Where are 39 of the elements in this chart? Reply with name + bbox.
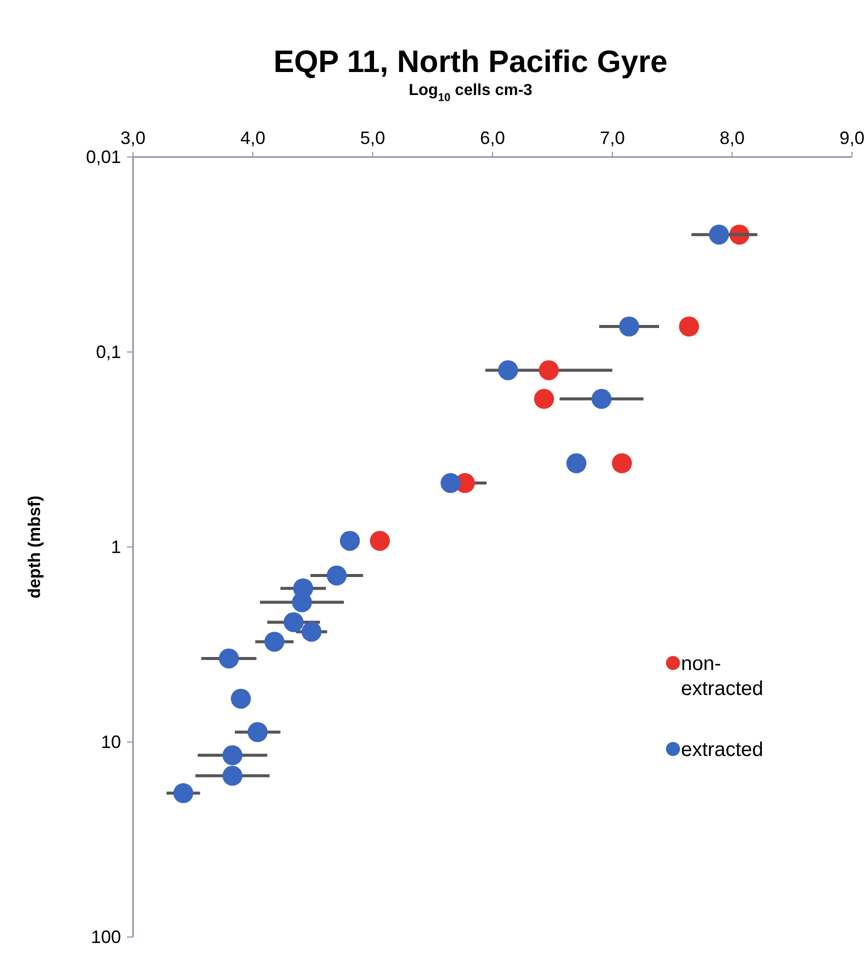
point bbox=[440, 473, 461, 494]
y-tick-label: 0,1 bbox=[96, 342, 121, 362]
point bbox=[173, 783, 194, 804]
point bbox=[284, 612, 304, 632]
x-axis-title: Log$_{10}$ cells cm-3 bbox=[408, 82, 532, 104]
y-tick-label: 1 bbox=[110, 537, 121, 557]
point bbox=[566, 453, 586, 474]
point bbox=[679, 316, 700, 336]
point bbox=[222, 766, 242, 786]
point bbox=[370, 530, 390, 551]
legend-label: extracted bbox=[681, 739, 764, 761]
chart-title: EQP 11, North Pacific Gyre bbox=[274, 44, 668, 79]
point bbox=[302, 622, 322, 642]
point bbox=[534, 388, 554, 409]
point bbox=[326, 565, 347, 586]
x-tick-label: 4,0 bbox=[240, 128, 266, 148]
point bbox=[230, 688, 251, 709]
point bbox=[218, 648, 239, 668]
x-tick-label: 8,0 bbox=[720, 128, 745, 148]
point bbox=[538, 360, 559, 380]
point bbox=[264, 632, 284, 652]
point bbox=[612, 453, 632, 474]
point bbox=[619, 316, 640, 336]
y-tick-label: 10 bbox=[100, 732, 121, 752]
x-tick-label: 9,0 bbox=[839, 128, 865, 148]
y-tick-label: 100 bbox=[90, 927, 121, 947]
point bbox=[708, 224, 729, 245]
legend-label: non-extracted bbox=[681, 653, 764, 700]
y-tick-label: 0,01 bbox=[86, 147, 121, 167]
y-axis-title: depth (mbsf) bbox=[25, 496, 44, 598]
point bbox=[498, 360, 518, 380]
point bbox=[340, 530, 360, 551]
x-tick-label: 7,0 bbox=[600, 128, 625, 148]
x-tick-label: 5,0 bbox=[360, 128, 386, 148]
point bbox=[592, 388, 612, 409]
point bbox=[248, 722, 268, 742]
x-tick-label: 6,0 bbox=[480, 128, 506, 148]
point bbox=[222, 745, 242, 766]
x-tick-label: 3,0 bbox=[120, 128, 146, 148]
